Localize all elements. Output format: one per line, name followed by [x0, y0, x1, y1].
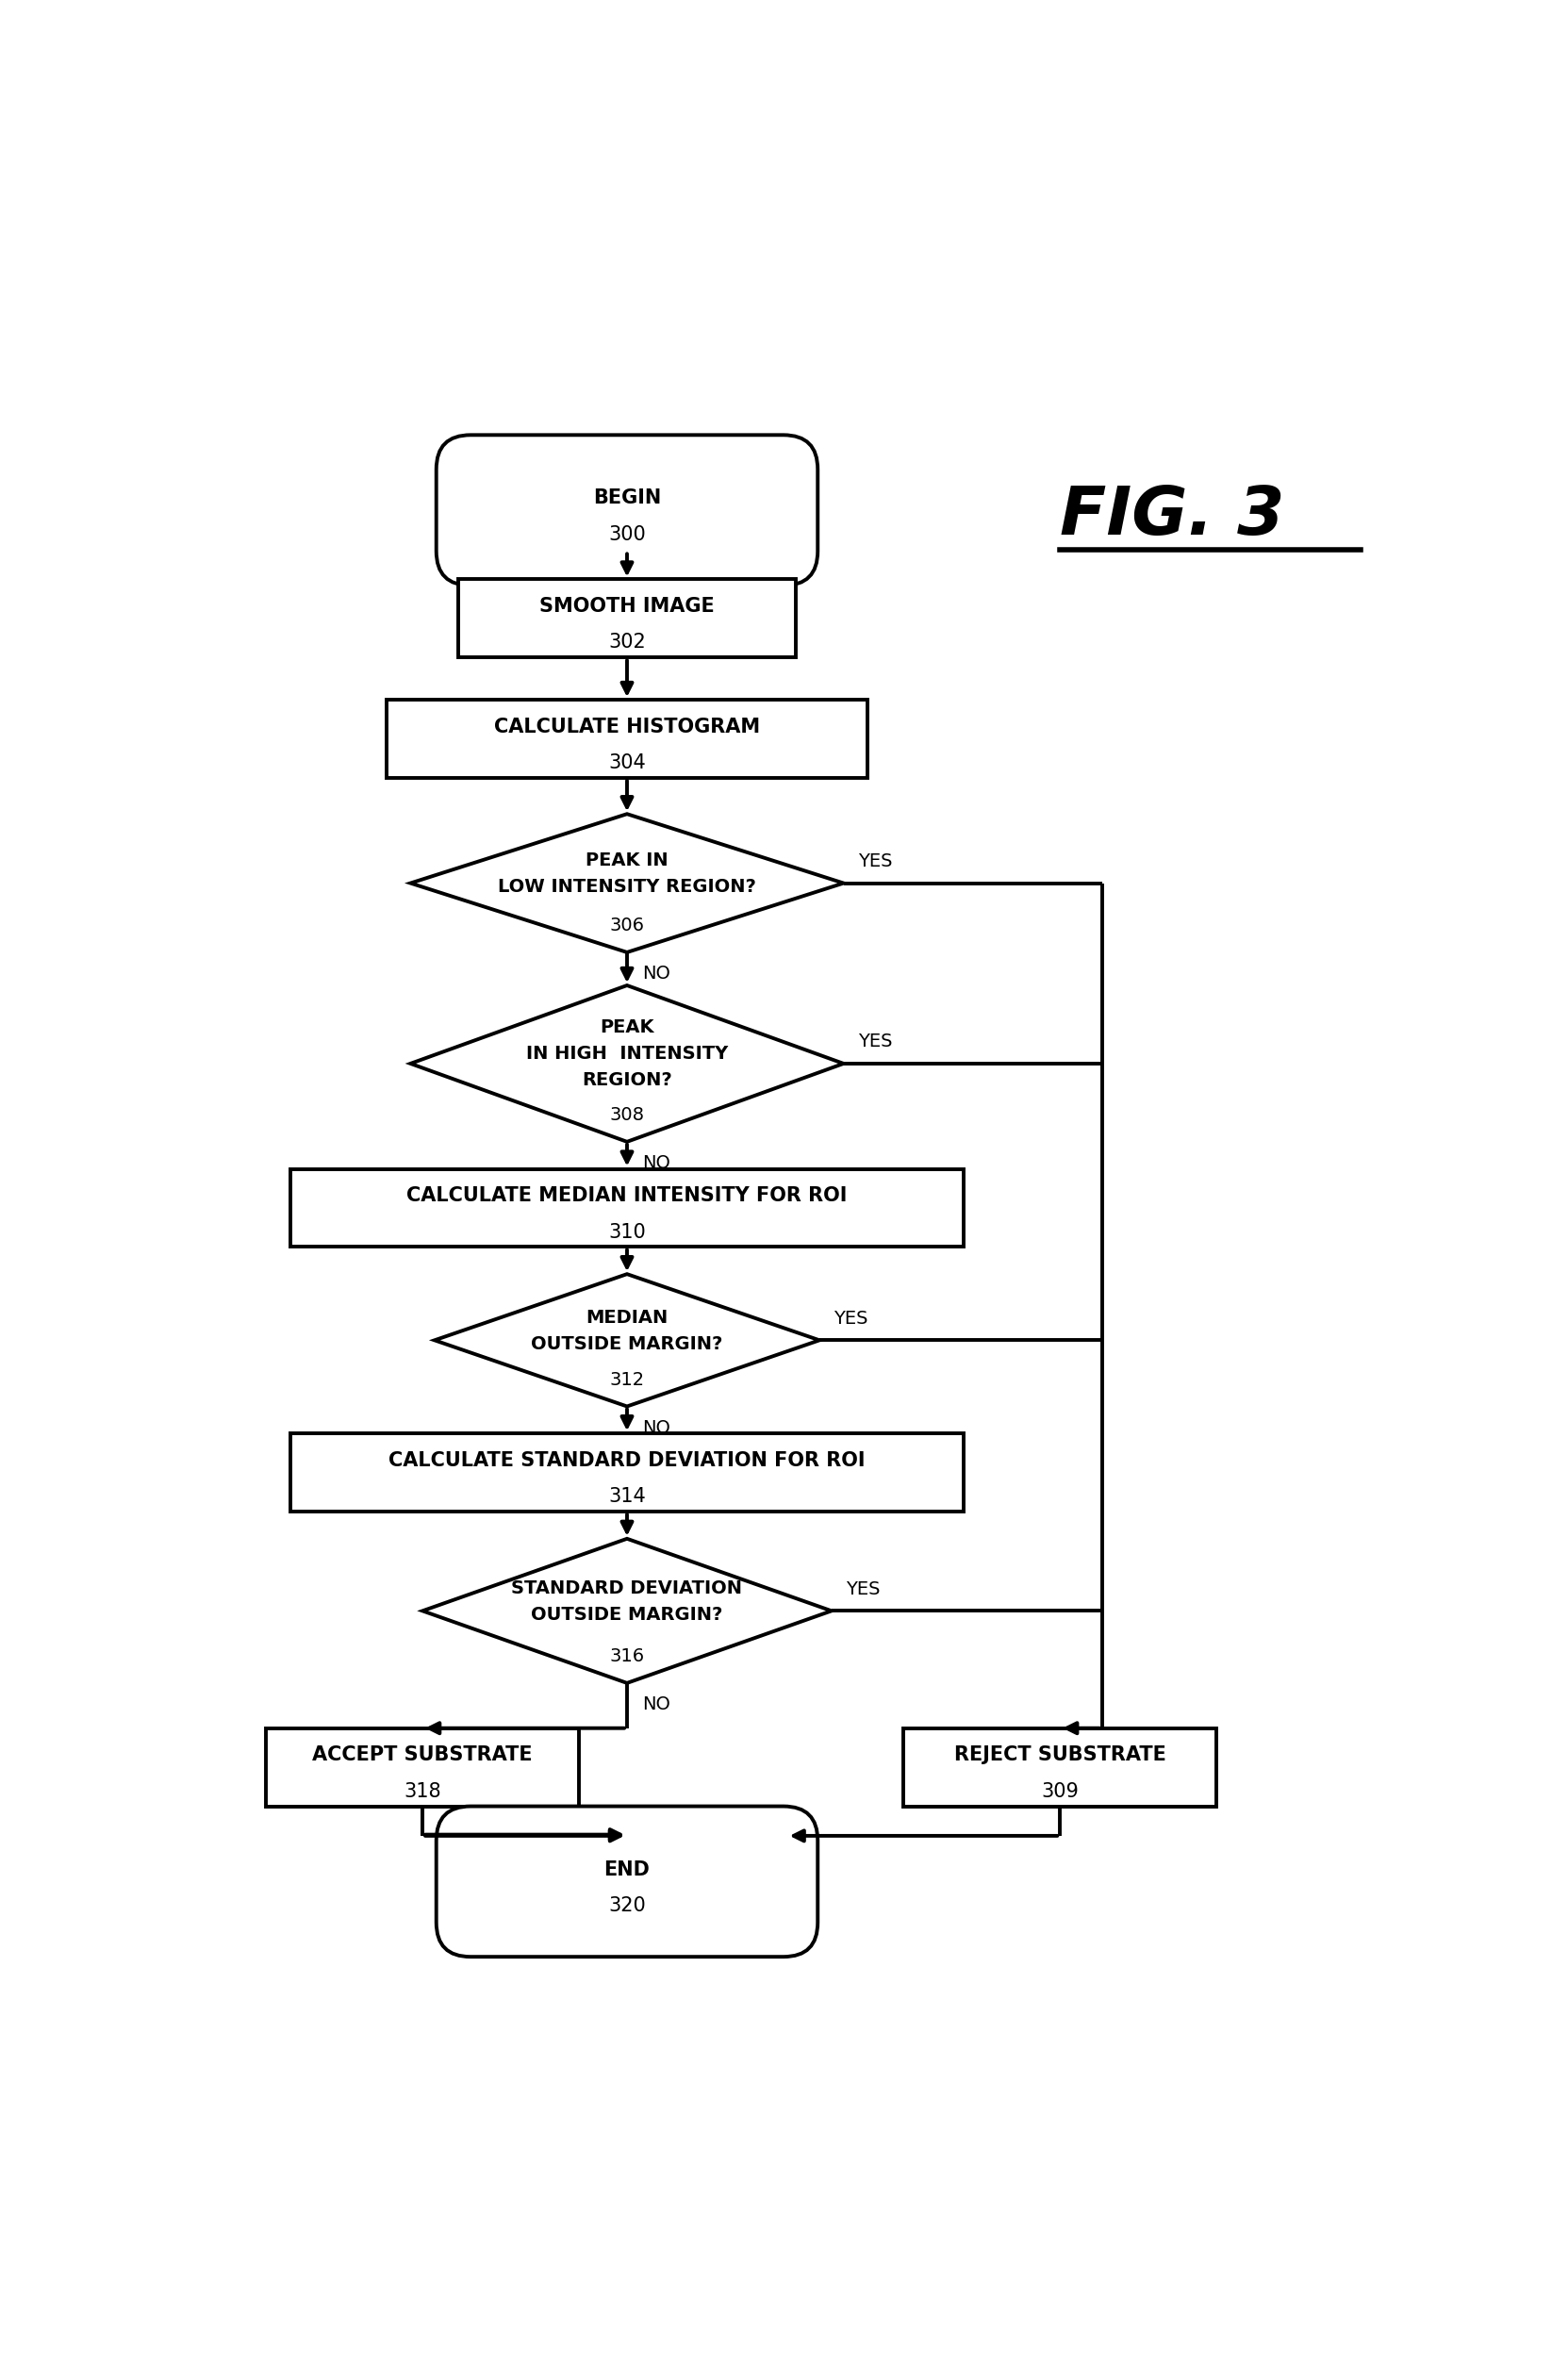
Bar — [267, 1728, 579, 1806]
Text: CALCULATE MEDIAN INTENSITY FOR ROI: CALCULATE MEDIAN INTENSITY FOR ROI — [407, 1188, 847, 1204]
Text: PEAK: PEAK — [601, 1019, 653, 1035]
Text: IN HIGH  INTENSITY: IN HIGH INTENSITY — [526, 1045, 728, 1064]
Text: END: END — [604, 1861, 650, 1878]
Text: LOW INTENSITY REGION?: LOW INTENSITY REGION? — [498, 878, 756, 895]
Text: REJECT SUBSTRATE: REJECT SUBSTRATE — [954, 1747, 1166, 1764]
Text: 304: 304 — [608, 754, 646, 771]
Polygon shape — [410, 814, 844, 952]
Bar — [386, 700, 868, 778]
Text: 306: 306 — [610, 916, 644, 935]
Text: FIG. 3: FIG. 3 — [1060, 483, 1285, 550]
Text: 302: 302 — [608, 633, 646, 652]
Text: 314: 314 — [608, 1488, 646, 1507]
Text: NO: NO — [643, 964, 670, 983]
Text: 300: 300 — [608, 526, 646, 543]
Bar — [903, 1728, 1217, 1806]
Text: CALCULATE HISTOGRAM: CALCULATE HISTOGRAM — [494, 716, 760, 735]
Text: SMOOTH IMAGE: SMOOTH IMAGE — [540, 597, 714, 616]
Text: YES: YES — [846, 1580, 880, 1599]
Text: OUTSIDE MARGIN?: OUTSIDE MARGIN? — [531, 1335, 723, 1352]
Polygon shape — [422, 1540, 832, 1683]
FancyBboxPatch shape — [436, 1806, 818, 1956]
Text: 316: 316 — [610, 1647, 644, 1666]
Text: 312: 312 — [610, 1371, 644, 1390]
Text: ACCEPT SUBSTRATE: ACCEPT SUBSTRATE — [312, 1747, 532, 1764]
Text: 320: 320 — [608, 1897, 646, 1916]
Text: NO: NO — [643, 1418, 670, 1438]
FancyBboxPatch shape — [436, 436, 818, 585]
Text: 318: 318 — [404, 1783, 441, 1802]
Text: NO: NO — [643, 1695, 670, 1714]
Text: REGION?: REGION? — [582, 1071, 672, 1090]
Text: OUTSIDE MARGIN?: OUTSIDE MARGIN? — [531, 1606, 723, 1623]
Text: BEGIN: BEGIN — [593, 488, 661, 507]
Text: NO: NO — [643, 1154, 670, 1173]
Text: CALCULATE STANDARD DEVIATION FOR ROI: CALCULATE STANDARD DEVIATION FOR ROI — [388, 1452, 866, 1471]
Text: YES: YES — [833, 1309, 868, 1328]
Text: PEAK IN: PEAK IN — [585, 852, 669, 869]
Text: YES: YES — [858, 1033, 892, 1052]
Text: MEDIAN: MEDIAN — [585, 1309, 669, 1326]
Bar — [290, 1169, 964, 1247]
Text: YES: YES — [858, 852, 892, 871]
Polygon shape — [435, 1273, 819, 1407]
Bar — [290, 1433, 964, 1511]
Text: STANDARD DEVIATION: STANDARD DEVIATION — [512, 1578, 742, 1597]
Polygon shape — [410, 985, 844, 1142]
Text: 310: 310 — [608, 1223, 646, 1242]
Text: 308: 308 — [610, 1107, 644, 1123]
Bar — [458, 578, 795, 657]
Text: 309: 309 — [1041, 1783, 1079, 1802]
